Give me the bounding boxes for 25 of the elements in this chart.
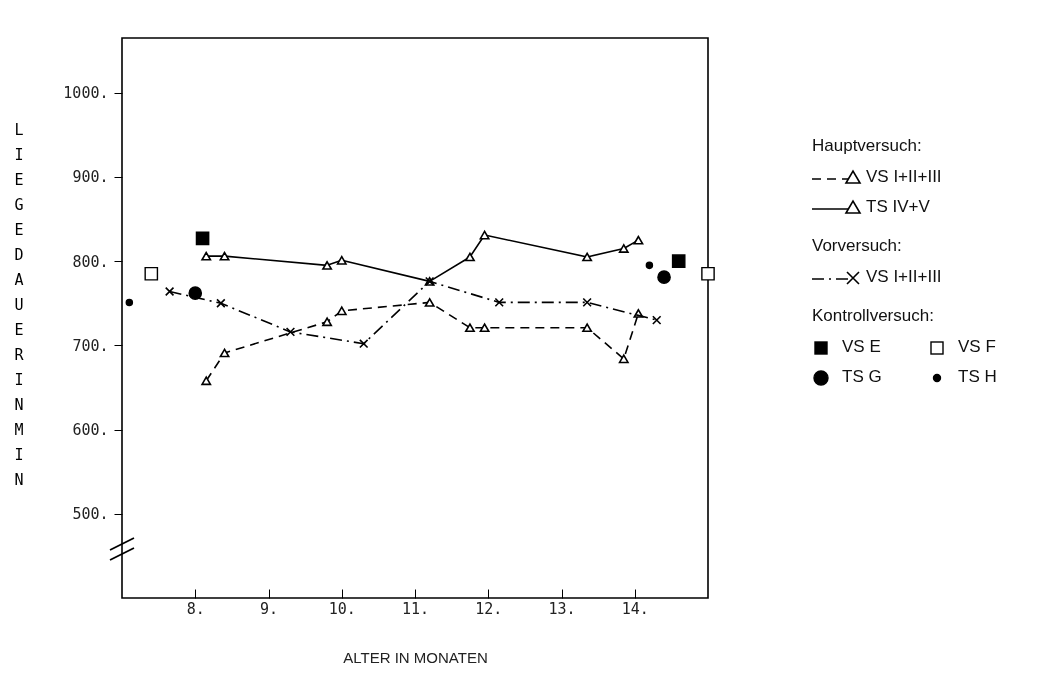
x-tick-label: 8. bbox=[186, 599, 205, 618]
legend-label: TS IV+V bbox=[866, 197, 930, 217]
y-tick-label: 800. bbox=[72, 252, 109, 271]
x-tick-label: 13. bbox=[548, 599, 576, 618]
x-axis-title: ALTER IN MONATEN bbox=[343, 648, 488, 666]
legend-label: VS E bbox=[842, 337, 881, 357]
y-tick-label: 700. bbox=[72, 336, 109, 355]
x-tick-label: 14. bbox=[621, 599, 649, 618]
legend-label: VS F bbox=[958, 337, 996, 357]
text: Kontrollversuch: bbox=[812, 306, 935, 326]
text: Vorversuch: bbox=[812, 236, 903, 256]
text: Hauptversuch: bbox=[812, 136, 923, 156]
text: LIEGEDAUER IN MIN bbox=[14, 121, 24, 489]
legend-label: VS I+II+III bbox=[866, 267, 942, 287]
legend-label: TS H bbox=[958, 367, 997, 387]
x-tick-label: 9. bbox=[259, 599, 279, 618]
legend-label: VS I+II+III bbox=[866, 167, 942, 187]
x-tick-label: 12. bbox=[475, 599, 503, 618]
y-tick-label: 600. bbox=[72, 421, 109, 440]
y-tick-label: 1000. bbox=[63, 84, 109, 103]
legend-label: TS G bbox=[842, 367, 882, 387]
x-tick-label: 11. bbox=[401, 599, 430, 618]
x-tick-label: 10. bbox=[328, 599, 356, 618]
y-tick-label: 900. bbox=[72, 168, 109, 187]
y-tick-label: 500. bbox=[72, 505, 109, 524]
